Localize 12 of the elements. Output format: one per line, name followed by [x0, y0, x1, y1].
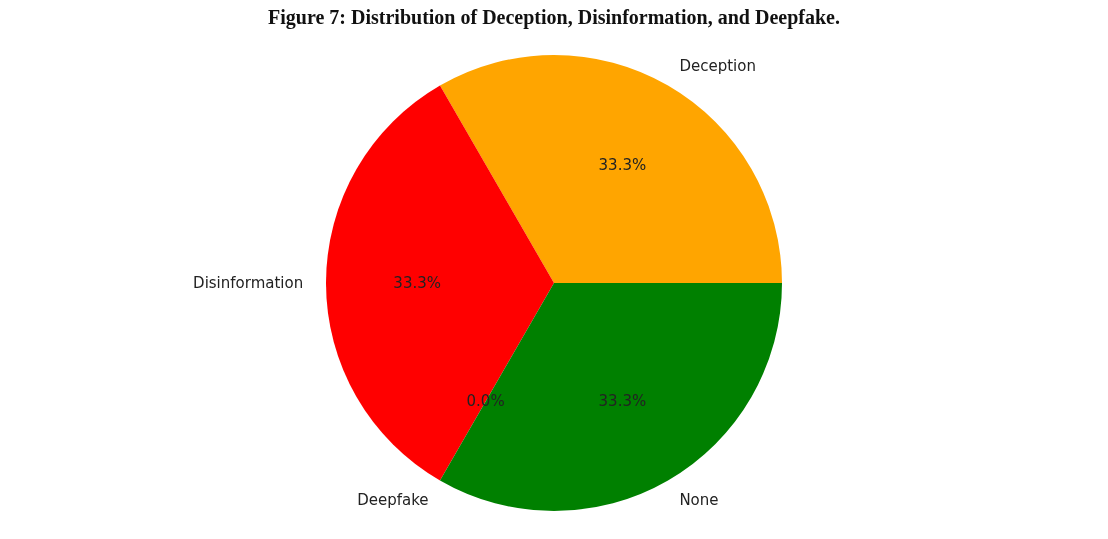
data-label: 33.3% [598, 392, 647, 411]
slice-label: None [679, 491, 719, 510]
slice-label: Disinformation [193, 274, 304, 292]
data-label: 33.3% [598, 155, 647, 174]
text: 0.0% [466, 392, 505, 411]
category-label: Deepfake [357, 491, 429, 510]
data-label: 33.3% [393, 274, 442, 292]
pie-slice [440, 283, 782, 511]
slice-label: Deception [679, 56, 756, 75]
chart-title: Figure 7: Distribution of Deception, Disinformation, and Deepfake. [268, 6, 840, 29]
pie-slice [440, 55, 782, 283]
pie-slice [326, 85, 554, 481]
